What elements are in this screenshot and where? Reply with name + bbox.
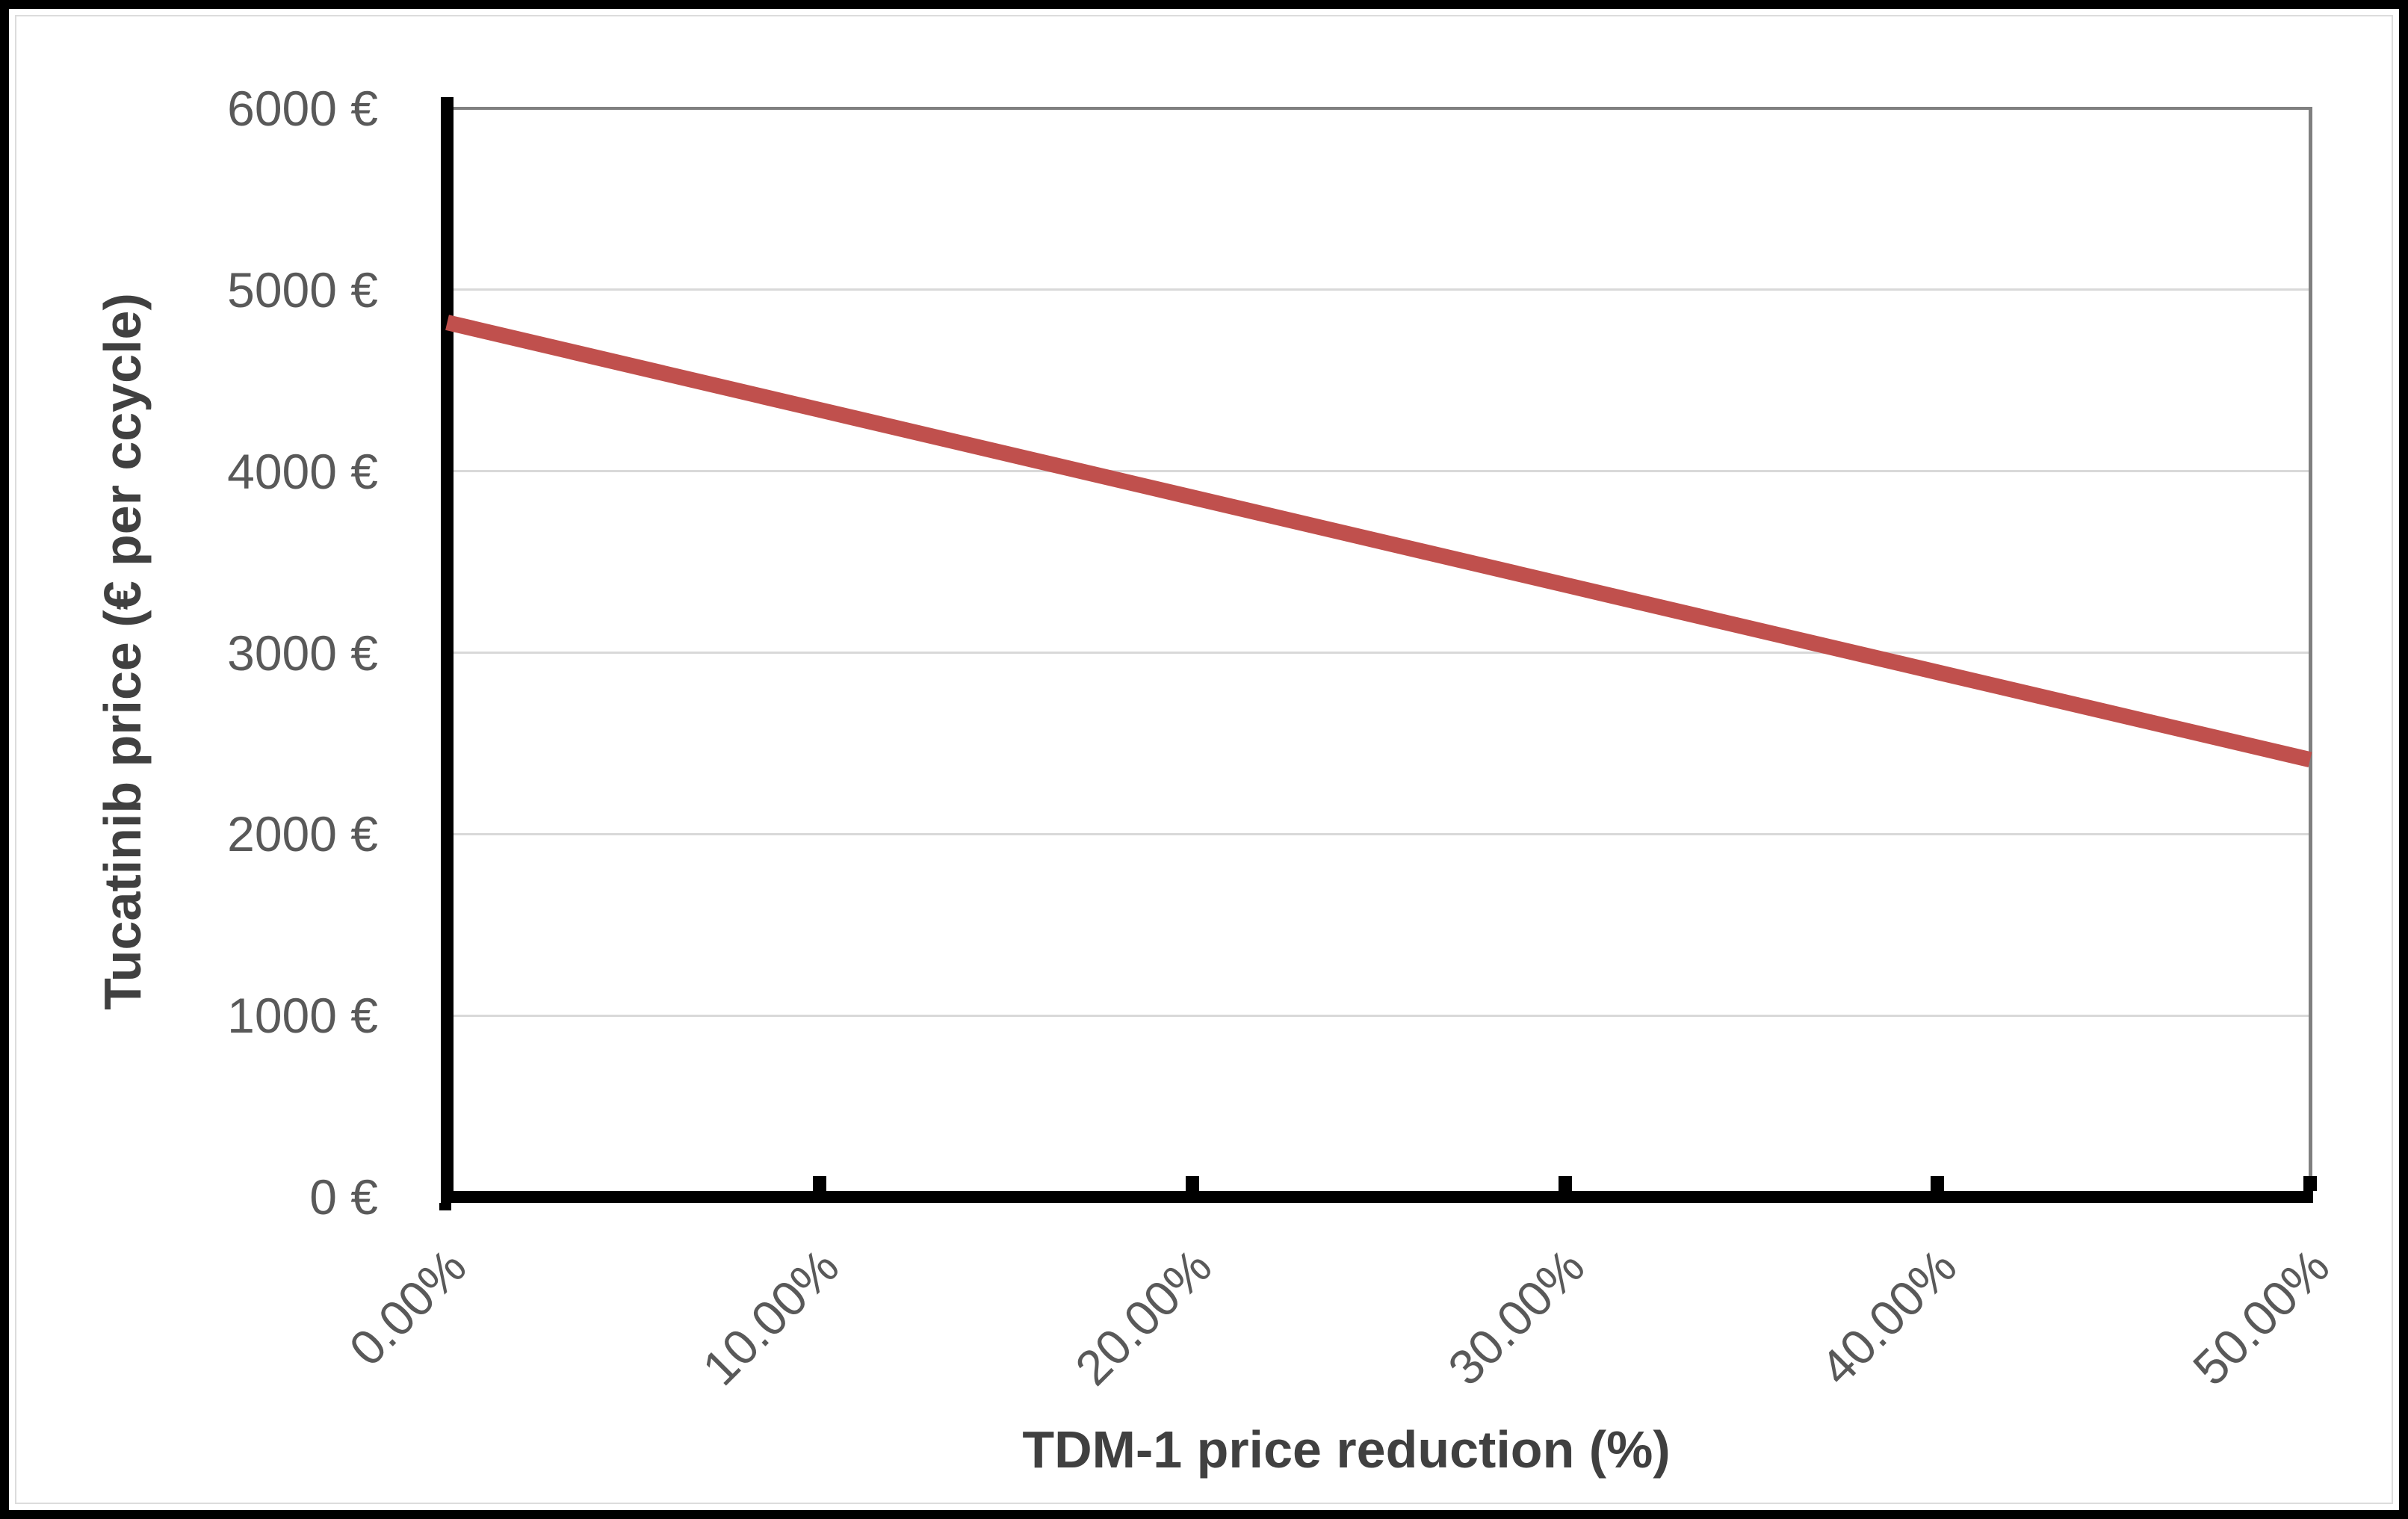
x-axis-tick-mark	[813, 1176, 827, 1191]
y-tick-label: 5000 €	[227, 262, 378, 318]
x-axis-tick-mark	[2303, 1176, 2317, 1191]
x-axis-tick-mark	[1558, 1176, 1572, 1191]
y-tick-label: 6000 €	[227, 81, 378, 136]
x-axis-tick-mark	[1185, 1176, 1199, 1191]
gridline	[454, 470, 2309, 473]
x-tick-label: 30.00%	[1437, 1238, 1595, 1396]
y-tick-label: 3000 €	[227, 625, 378, 681]
gridline	[454, 288, 2309, 291]
series-plot-svg	[445, 315, 2312, 767]
x-axis-tick-mark	[1931, 1176, 1945, 1191]
y-tick-label: 4000 €	[227, 443, 378, 499]
y-axis-title: Tucatinib price (€ per ccycle)	[93, 293, 152, 1010]
y-axis-line	[441, 97, 454, 1203]
gridline	[454, 1014, 2309, 1017]
plot-border-right	[2309, 107, 2312, 1191]
gridline	[454, 652, 2309, 654]
x-tick-label: 0.00%	[338, 1238, 477, 1376]
y-tick-label: 0 €	[309, 1169, 378, 1225]
x-axis-origin-tick	[439, 1203, 451, 1210]
x-axis-line	[441, 1191, 2313, 1203]
x-tick-label: 20.00%	[1064, 1238, 1222, 1396]
x-tick-label: 10.00%	[692, 1238, 849, 1396]
plot-border-top	[454, 107, 2312, 110]
gridline	[454, 832, 2309, 835]
price-line-series	[445, 315, 2312, 767]
y-tick-label: 2000 €	[227, 806, 378, 862]
x-tick-label: 50.00%	[2182, 1238, 2340, 1396]
y-tick-label: 1000 €	[227, 988, 378, 1044]
x-axis-title: TDM-1 price reduction (%)	[1022, 1420, 1671, 1479]
x-tick-label: 40.00%	[1810, 1238, 1967, 1396]
